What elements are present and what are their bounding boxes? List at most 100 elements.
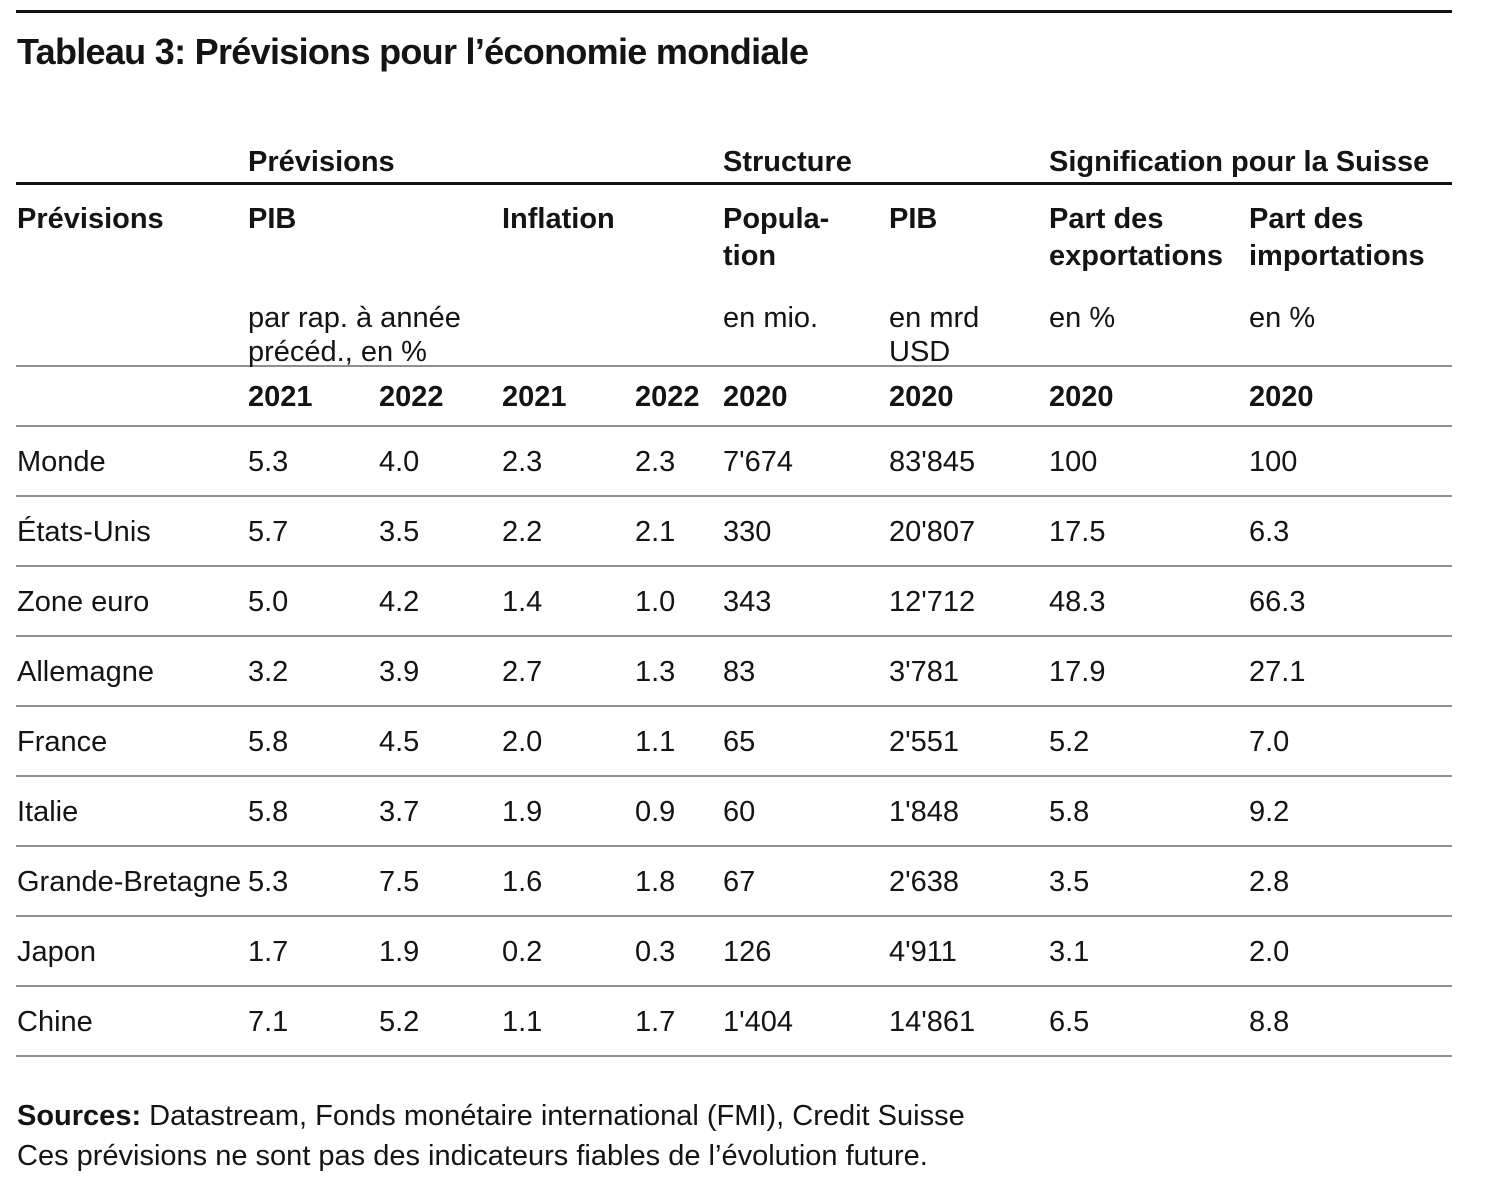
table-cell: 3.5 [1049, 866, 1090, 898]
forecast-table: Prévisions Structure Signification pour … [16, 140, 1452, 1057]
table-cell: 8.8 [1249, 1006, 1290, 1038]
table-cell: 3'781 [889, 656, 960, 688]
table-cell: 12'712 [889, 586, 976, 618]
table-cell: 60 [723, 796, 756, 828]
table-cell: 2.2 [502, 516, 543, 548]
row-label: États-Unis [17, 516, 151, 548]
table-footer: Sources: Datastream, Fonds monétaire int… [17, 1096, 1457, 1176]
table-cell: 1'404 [723, 1006, 794, 1038]
table-cell: 1.0 [635, 586, 676, 618]
year-cell: 2020 [889, 381, 954, 413]
table-cell: 20'807 [889, 516, 976, 548]
table-group-header-row: Prévisions Structure Signification pour … [16, 140, 1452, 185]
table-cell: 4.5 [379, 726, 420, 758]
table-cell: 7'674 [723, 446, 794, 478]
column-subtitle: par rap. à année précéd., en % [248, 302, 461, 368]
year-cell: 2021 [502, 381, 567, 413]
table-cell: 1.9 [502, 796, 543, 828]
year-cell: 2022 [379, 381, 444, 413]
year-cell: 2020 [1049, 381, 1114, 413]
column-name: Prévisions [17, 203, 164, 235]
table-cell: 1.7 [248, 936, 289, 968]
row-label: Allemagne [17, 656, 155, 688]
table-cell: 2.0 [502, 726, 543, 758]
table-cell: 5.2 [1049, 726, 1090, 758]
table-cell: 5.8 [248, 726, 289, 758]
column-header-part-importations: Part des importations en % [1248, 185, 1452, 369]
year-cell: 2020 [723, 381, 788, 413]
table-body: Monde 5.3 4.0 2.3 2.3 7'674 83'845 100 100 État… [16, 427, 1452, 1057]
table-cell: 2.7 [502, 656, 543, 688]
table-cell: 66.3 [1249, 586, 1306, 618]
column-subtitle: en mio. [723, 302, 819, 334]
group-header-signification: Signification pour la Suisse [1049, 146, 1430, 178]
table-cell: 330 [723, 516, 772, 548]
table-cell: 1.4 [502, 586, 543, 618]
table-cell: 48.3 [1049, 586, 1106, 618]
row-label: France [17, 726, 108, 758]
table-cell: 6.5 [1049, 1006, 1090, 1038]
table-cell: 14'861 [889, 1006, 976, 1038]
column-subtitle: en % [1049, 302, 1116, 334]
table-cell: 9.2 [1249, 796, 1290, 828]
row-label: Grande-Bretagne [17, 866, 242, 898]
table-cell: 1'848 [889, 796, 960, 828]
column-name: Part des exportations [1049, 203, 1224, 272]
table-cell: 3.9 [379, 656, 420, 688]
table-row: États-Unis 5.7 3.5 2.2 2.1 330 20'807 17.5 6.3 [16, 497, 1452, 567]
table-cell: 100 [1249, 446, 1298, 478]
table-row: Grande-Bretagne 5.3 7.5 1.6 1.8 67 2'638 3.5 2.… [16, 847, 1452, 917]
sources-text: Datastream, Fonds monétaire internationa… [141, 1100, 965, 1132]
table-cell: 3.5 [379, 516, 420, 548]
column-header-pib: PIB par rap. à année précéd., en % [247, 185, 501, 369]
year-spacer [16, 367, 247, 427]
sources-label: Sources: [17, 1100, 142, 1132]
table-year-row: 2021 2022 2021 2022 2020 2020 2020 2020 [16, 367, 1452, 427]
table-row: Japon 1.7 1.9 0.2 0.3 126 4'911 3.1 2.0 [16, 917, 1452, 987]
column-header-previsions: Prévisions [16, 185, 247, 369]
table-cell: 4.2 [379, 586, 420, 618]
table-cell: 2'638 [889, 866, 960, 898]
table-cell: 5.3 [248, 866, 289, 898]
table-cell: 2.3 [502, 446, 543, 478]
table-cell: 67 [723, 866, 756, 898]
table-row: Zone euro 5.0 4.2 1.4 1.0 343 12'712 48.3 66.3 [16, 567, 1452, 637]
table-row: Monde 5.3 4.0 2.3 2.3 7'674 83'845 100 100 [16, 427, 1452, 497]
table-cell: 0.9 [635, 796, 676, 828]
column-header-part-exportations: Part des exportations en % [1048, 185, 1248, 369]
table-cell: 17.9 [1049, 656, 1106, 688]
table-cell: 7.1 [248, 1006, 289, 1038]
top-divider [16, 10, 1452, 13]
table-cell: 3.2 [248, 656, 289, 688]
table-cell: 5.2 [379, 1006, 420, 1038]
table-cell: 1.9 [379, 936, 420, 968]
column-header-pib-usd: PIB en mrd USD [888, 185, 1048, 369]
table-cell: 1.1 [635, 726, 676, 758]
column-name: PIB [889, 203, 938, 235]
row-label: Chine [17, 1006, 93, 1038]
table-cell: 1.3 [635, 656, 676, 688]
table-cell: 126 [723, 936, 772, 968]
table-cell: 4'911 [889, 936, 957, 968]
year-cell: 2021 [248, 381, 313, 413]
table-cell: 2.0 [1249, 936, 1290, 968]
column-header-inflation: Inflation [501, 185, 722, 369]
table-cell: 7.0 [1249, 726, 1290, 758]
table-cell: 2'551 [889, 726, 960, 758]
table-cell: 343 [723, 586, 772, 618]
column-subtitle: en % [1249, 302, 1316, 334]
table-cell: 100 [1049, 446, 1098, 478]
table-cell: 7.5 [379, 866, 420, 898]
page-title: Tableau 3: Prévisions pour l’économie mo… [17, 31, 809, 72]
column-name: PIB [248, 203, 297, 235]
table-cell: 5.8 [248, 796, 289, 828]
table-cell: 5.3 [248, 446, 289, 478]
table-cell: 2.8 [1249, 866, 1290, 898]
table-cell: 83 [723, 656, 756, 688]
row-label: Monde [17, 446, 106, 478]
sources-line: Sources: Datastream, Fonds monétaire int… [17, 1096, 1457, 1136]
table-cell: 1.8 [635, 866, 676, 898]
table-row: Allemagne 3.2 3.9 2.7 1.3 83 3'781 17.9 27.1 [16, 637, 1452, 707]
table-cell: 65 [723, 726, 756, 758]
table-cell: 3.7 [379, 796, 420, 828]
